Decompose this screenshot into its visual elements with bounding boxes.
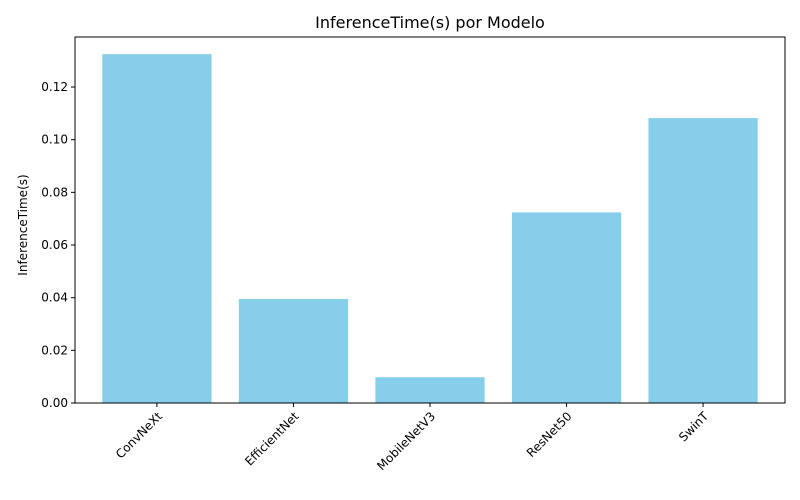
bar-mobilenetv3 <box>375 377 485 403</box>
y-tick-label: 0.00 <box>41 396 68 410</box>
x-tick-label: EfficientNet <box>242 409 302 469</box>
x-tick-label: MobileNetV3 <box>374 409 438 473</box>
bars-group <box>102 54 758 404</box>
y-axis-label: InferenceTime(s) <box>16 174 30 275</box>
y-tick-label: 0.12 <box>41 80 68 94</box>
bar-efficientnet <box>238 298 349 403</box>
bar-convnext <box>102 54 212 403</box>
y-tick-label: 0.10 <box>41 133 68 147</box>
x-tick-label: SwinT <box>676 409 712 445</box>
bar-resnet50 <box>511 212 622 403</box>
x-ticks-group: ConvNeXt EfficientNet MobileNetV3 ResNet50 S… <box>113 403 712 473</box>
bar-swint <box>648 118 758 404</box>
y-tick-label: 0.06 <box>41 238 68 252</box>
y-ticks-group: 0.00 0.02 0.04 0.06 0.08 0.10 0.12 <box>41 80 75 410</box>
y-tick-label: 0.02 <box>41 343 68 357</box>
y-tick-label: 0.08 <box>41 185 68 199</box>
y-tick-label: 0.04 <box>41 291 68 305</box>
x-tick-label: ResNet50 <box>524 409 575 460</box>
plot-frame <box>74 36 786 404</box>
x-tick-label: ConvNeXt <box>113 409 165 461</box>
chart-title: InferenceTime(s) por Modelo <box>315 13 545 32</box>
